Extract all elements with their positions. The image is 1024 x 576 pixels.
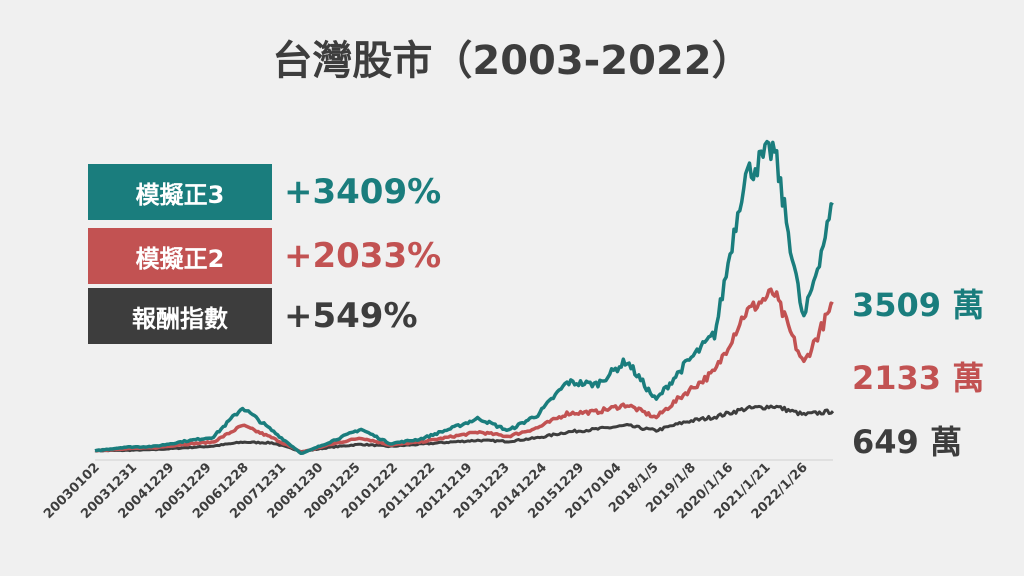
end-value-2x: 2133 萬	[852, 359, 985, 397]
legend-pct-index: +549%	[284, 296, 418, 336]
series-line-index	[94, 404, 835, 454]
end-value-index: 649 萬	[852, 423, 962, 461]
end-value-3x: 3509 萬	[852, 286, 985, 324]
legend-pct-3x: +3409%	[284, 172, 442, 212]
legend-swatch-3x: 模擬正3	[88, 164, 272, 220]
series-line-2x	[95, 287, 834, 454]
legend-swatch-2x: 模擬正2	[88, 228, 272, 284]
legend-swatch-index: 報酬指數	[88, 288, 272, 344]
chart-title: 台灣股市（2003-2022）	[272, 38, 752, 84]
legend-pct-2x: +2033%	[284, 236, 442, 276]
series-line-3x	[94, 139, 834, 456]
